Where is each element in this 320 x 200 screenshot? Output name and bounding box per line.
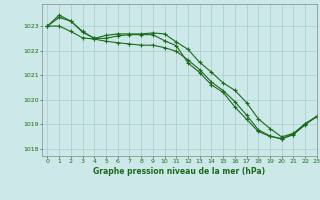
X-axis label: Graphe pression niveau de la mer (hPa): Graphe pression niveau de la mer (hPa) bbox=[93, 167, 265, 176]
